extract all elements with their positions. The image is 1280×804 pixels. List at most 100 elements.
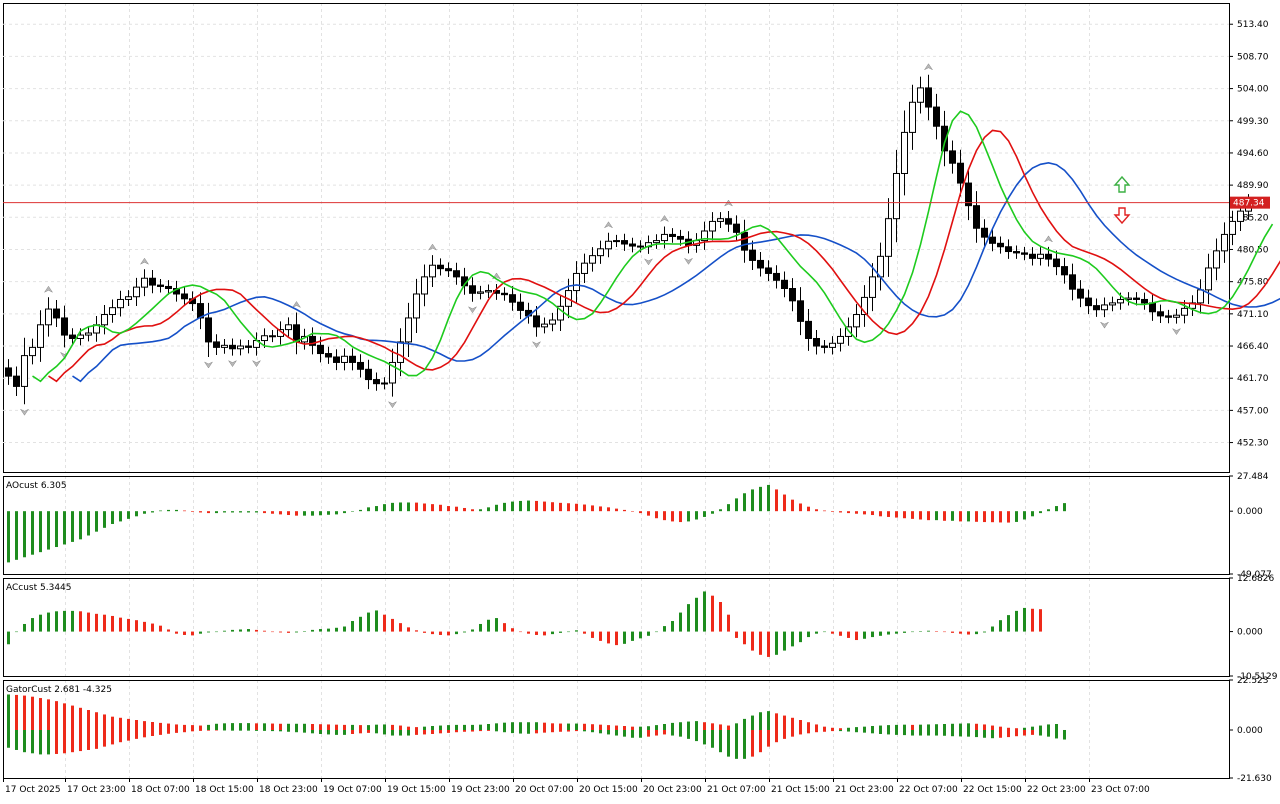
- histogram-bar: [1055, 506, 1058, 511]
- x-tick-label: 19 Oct 23:00: [451, 785, 510, 795]
- histogram-bar: [391, 730, 394, 736]
- candle-body: [774, 273, 780, 280]
- histogram-bar: [343, 627, 346, 632]
- histogram-bar: [975, 724, 978, 730]
- candle-body: [1230, 221, 1236, 234]
- candle-body: [806, 321, 812, 338]
- histogram-bar: [239, 511, 242, 512]
- fractal-down-marker: [645, 259, 653, 265]
- candle: [94, 316, 100, 342]
- x-tick-label: 18 Oct 15:00: [195, 785, 254, 795]
- histogram-bar: [703, 722, 706, 730]
- histogram-bar: [87, 511, 90, 535]
- histogram-bar: [79, 511, 82, 539]
- histogram-bar: [55, 611, 58, 631]
- candle: [758, 252, 764, 277]
- candle: [702, 222, 708, 250]
- candle: [1222, 222, 1228, 263]
- histogram-bar: [1039, 726, 1042, 730]
- panel-1: [4, 476, 1230, 575]
- histogram-bar: [687, 511, 690, 521]
- candle: [22, 338, 28, 404]
- candle-body: [478, 292, 484, 293]
- histogram-bar: [767, 711, 770, 730]
- histogram-bar: [287, 632, 290, 633]
- histogram-bar: [455, 730, 458, 732]
- histogram-bar: [663, 511, 666, 520]
- histogram-bar: [567, 632, 570, 633]
- candle-body: [662, 234, 668, 240]
- candle: [446, 262, 452, 277]
- candle: [830, 336, 836, 354]
- histogram-bar: [447, 725, 450, 730]
- histogram-bar: [103, 714, 106, 730]
- histogram-bar: [527, 632, 530, 634]
- histogram-bar: [391, 619, 394, 632]
- histogram-bar: [727, 504, 730, 511]
- histogram-bar: [23, 696, 26, 730]
- histogram-bar: [999, 620, 1002, 631]
- fractal-up-marker: [429, 244, 437, 250]
- histogram-bar: [911, 725, 914, 730]
- histogram-bar: [143, 622, 146, 632]
- histogram-bar: [655, 511, 658, 518]
- candle-body: [166, 286, 172, 288]
- candle: [422, 265, 428, 307]
- histogram-bar: [583, 724, 586, 730]
- candle: [382, 377, 388, 389]
- candle-body: [374, 380, 380, 384]
- histogram-bar: [375, 506, 378, 511]
- candle: [806, 309, 812, 351]
- histogram-bar: [1063, 503, 1066, 511]
- histogram-bar: [1023, 728, 1026, 730]
- candle-body: [654, 241, 660, 243]
- histogram-bar: [559, 724, 562, 730]
- histogram-bar: [55, 730, 58, 754]
- histogram-bar: [383, 730, 386, 734]
- histogram-bar: [7, 632, 10, 645]
- histogram-bar: [807, 722, 810, 730]
- candle-body: [574, 273, 580, 290]
- histogram-bar: [415, 730, 418, 735]
- candle-body: [1158, 312, 1164, 316]
- histogram-bar: [295, 632, 298, 633]
- histogram-bar: [623, 730, 626, 737]
- histogram-bar: [415, 503, 418, 512]
- histogram-bar: [831, 728, 834, 730]
- histogram-bar: [71, 611, 74, 632]
- histogram-bar: [775, 730, 778, 742]
- x-tick-label: 18 Oct 07:00: [131, 785, 190, 795]
- histogram-bar: [479, 730, 482, 731]
- candle: [246, 340, 252, 353]
- histogram-bar: [271, 511, 274, 514]
- histogram-bar: [535, 501, 538, 511]
- histogram-bar: [607, 725, 610, 730]
- histogram-bar: [303, 631, 306, 632]
- histogram-bar: [55, 511, 58, 547]
- fractal-down-marker: [253, 361, 261, 367]
- histogram-bar: [191, 511, 194, 512]
- histogram-bar: [695, 721, 698, 730]
- y-tick-label: 466.40: [1237, 342, 1269, 352]
- histogram-bar: [991, 511, 994, 522]
- histogram-bar: [423, 504, 426, 512]
- histogram-bar: [711, 596, 714, 632]
- candle-body: [1198, 290, 1204, 303]
- histogram-bar: [847, 730, 850, 732]
- histogram-bar: [151, 511, 154, 512]
- candle-body: [342, 356, 348, 362]
- candle: [1022, 247, 1028, 260]
- histogram-bar: [671, 511, 674, 521]
- histogram-bar: [63, 703, 66, 730]
- x-tick-label: 22 Oct 07:00: [899, 785, 958, 795]
- histogram-bar: [383, 724, 386, 730]
- fractal-up-marker: [1045, 236, 1053, 242]
- candle-body: [1046, 254, 1052, 259]
- candle-body: [870, 277, 876, 298]
- histogram-bar: [711, 511, 714, 514]
- candle-body: [118, 299, 124, 307]
- histogram-bar: [623, 510, 626, 511]
- histogram-bar: [663, 626, 666, 631]
